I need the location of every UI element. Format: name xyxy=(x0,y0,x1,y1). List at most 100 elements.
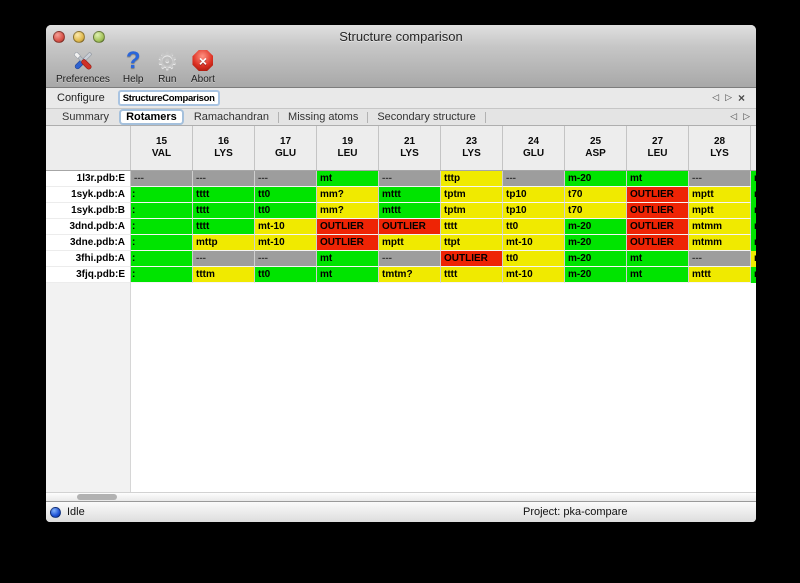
rotamer-cell[interactable]: OUTLIER xyxy=(379,219,441,235)
rotamer-cell[interactable]: : xyxy=(131,235,193,251)
rotamer-cell[interactable]: --- xyxy=(689,171,751,187)
rotamer-cell[interactable]: tttt xyxy=(441,267,503,283)
zoom-button[interactable] xyxy=(93,31,105,43)
rotamer-cell[interactable]: : xyxy=(131,203,193,219)
tab-rotamers[interactable]: Rotamers xyxy=(119,109,184,125)
rotamer-cell[interactable]: tt0 xyxy=(255,187,317,203)
rotamer-cell[interactable]: OUTLIER xyxy=(317,219,379,235)
help-button[interactable]: ? Help xyxy=(123,48,144,85)
rotamer-cell[interactable]: ttpt xyxy=(441,235,503,251)
rotamer-cell[interactable]: mttp xyxy=(193,235,255,251)
rotamer-cell[interactable]: mtmm xyxy=(689,219,751,235)
minimize-button[interactable] xyxy=(73,31,85,43)
rotamer-cell[interactable]: OUTLIER xyxy=(627,187,689,203)
close-config-icon[interactable]: × xyxy=(737,91,745,105)
rotamer-cell[interactable]: OUTLIER xyxy=(441,251,503,267)
rotamer-cell[interactable]: m-20 xyxy=(565,219,627,235)
rotamer-cell[interactable]: mt-10 xyxy=(255,235,317,251)
rotamer-cell[interactable]: m-20 xyxy=(565,171,627,187)
rotamer-cell[interactable]: t70 xyxy=(565,187,627,203)
abort-button[interactable]: × Abort xyxy=(191,48,215,85)
rotamer-cell[interactable]: --- xyxy=(255,251,317,267)
rotamer-cell[interactable]: --- xyxy=(255,171,317,187)
row-label[interactable]: 3fjq.pdb:E xyxy=(46,267,131,283)
row-label[interactable]: 1syk.pdb:A xyxy=(46,187,131,203)
prev-config-icon[interactable]: ◁ xyxy=(712,93,720,103)
rotamer-cell[interactable]: : xyxy=(131,267,193,283)
rotamer-cell[interactable]: tttt xyxy=(193,219,255,235)
rotamer-cell-clipped[interactable]: m xyxy=(751,267,756,283)
rotamer-cell[interactable]: tptm xyxy=(441,203,503,219)
rotamer-cell[interactable]: m-20 xyxy=(565,251,627,267)
rotamer-cell[interactable]: tttp xyxy=(441,171,503,187)
tab-ramachandran[interactable]: Ramachandran xyxy=(193,110,270,123)
rotamer-cell[interactable]: OUTLIER xyxy=(317,235,379,251)
rotamer-cell[interactable]: tttt xyxy=(441,219,503,235)
rotamer-cell[interactable]: tptm xyxy=(441,187,503,203)
rotamer-cell[interactable]: mt xyxy=(317,171,379,187)
horizontal-scrollbar[interactable] xyxy=(46,492,756,501)
rotamer-cell[interactable]: --- xyxy=(193,171,255,187)
rotamer-cell[interactable]: tt0 xyxy=(255,267,317,283)
rotamer-cell[interactable]: --- xyxy=(689,251,751,267)
rotamer-cell[interactable]: mttt xyxy=(379,187,441,203)
next-config-icon[interactable]: ▷ xyxy=(725,93,732,103)
rotamer-cell-clipped[interactable]: m xyxy=(751,171,756,187)
rotamer-cell[interactable]: mptt xyxy=(689,187,751,203)
rotamer-cell[interactable]: m-20 xyxy=(565,267,627,283)
row-label[interactable]: 1syk.pdb:B xyxy=(46,203,131,219)
tab-secondary-structure[interactable]: Secondary structure xyxy=(377,110,476,123)
rotamer-cell[interactable]: OUTLIER xyxy=(627,235,689,251)
rotamer-cell[interactable]: OUTLIER xyxy=(627,219,689,235)
rotamer-cell[interactable]: tttt xyxy=(193,187,255,203)
row-label[interactable]: 3dnd.pdb:A xyxy=(46,219,131,235)
rotamer-cell-clipped[interactable]: m xyxy=(751,235,756,251)
rotamer-cell[interactable]: --- xyxy=(131,171,193,187)
row-label[interactable]: 1l3r.pdb:E xyxy=(46,171,131,187)
rotamer-cell[interactable]: mm? xyxy=(317,187,379,203)
rotamer-cell[interactable]: mt-10 xyxy=(255,219,317,235)
rotamer-cell[interactable]: : xyxy=(131,251,193,267)
rotamer-cell[interactable]: mt xyxy=(317,251,379,267)
rotamer-cell[interactable]: mttt xyxy=(689,267,751,283)
rotamer-cell[interactable]: tttm xyxy=(193,267,255,283)
configuration-name-field[interactable] xyxy=(117,90,220,106)
rotamer-cell[interactable]: --- xyxy=(193,251,255,267)
rotamer-cell[interactable]: --- xyxy=(379,171,441,187)
rotamer-cell[interactable]: mt-10 xyxy=(503,267,565,283)
rotamer-cell[interactable]: mt xyxy=(627,251,689,267)
rotamer-cell[interactable]: tp10 xyxy=(503,187,565,203)
rotamer-cell[interactable]: tt0 xyxy=(503,251,565,267)
rotamer-cell[interactable]: t70 xyxy=(565,203,627,219)
rotamer-cell[interactable]: tttt xyxy=(193,203,255,219)
preferences-button[interactable]: Preferences xyxy=(56,48,110,85)
title-bar[interactable]: Structure comparison xyxy=(46,25,756,47)
tab-missing-atoms[interactable]: Missing atoms xyxy=(288,110,359,123)
scrollbar-thumb[interactable] xyxy=(77,494,117,500)
rotamer-cell[interactable]: --- xyxy=(379,251,441,267)
rotamer-cell[interactable]: mptt xyxy=(689,203,751,219)
rotamer-cell[interactable]: tp10 xyxy=(503,203,565,219)
rotamer-cell[interactable]: mm? xyxy=(317,203,379,219)
rotamer-cell-clipped[interactable]: m xyxy=(751,219,756,235)
rotamer-cell[interactable]: m-20 xyxy=(565,235,627,251)
rotamer-cell-clipped[interactable]: m xyxy=(751,203,756,219)
rotamer-cell[interactable]: tmtm? xyxy=(379,267,441,283)
rotamer-cell[interactable]: mt xyxy=(627,267,689,283)
row-label[interactable]: 3dne.pdb:A xyxy=(46,235,131,251)
rotamer-cell[interactable]: mt xyxy=(317,267,379,283)
rotamer-cell[interactable]: mt xyxy=(627,171,689,187)
rotamer-cell[interactable]: mt-10 xyxy=(503,235,565,251)
rotamer-cell-clipped[interactable]: m xyxy=(751,251,756,267)
row-label[interactable]: 3fhi.pdb:A xyxy=(46,251,131,267)
rotamer-cell[interactable]: OUTLIER xyxy=(627,203,689,219)
rotamer-cell[interactable]: mptt xyxy=(379,235,441,251)
rotamer-cell-clipped[interactable]: m xyxy=(751,187,756,203)
rotamer-cell[interactable]: --- xyxy=(503,171,565,187)
close-button[interactable] xyxy=(53,31,65,43)
rotamer-cell[interactable]: : xyxy=(131,219,193,235)
run-button[interactable]: ⚙ Run xyxy=(157,48,179,86)
rotamer-cell[interactable]: mttt xyxy=(379,203,441,219)
rotamer-cell[interactable]: mtmm xyxy=(689,235,751,251)
rotamer-cell[interactable]: tt0 xyxy=(503,219,565,235)
